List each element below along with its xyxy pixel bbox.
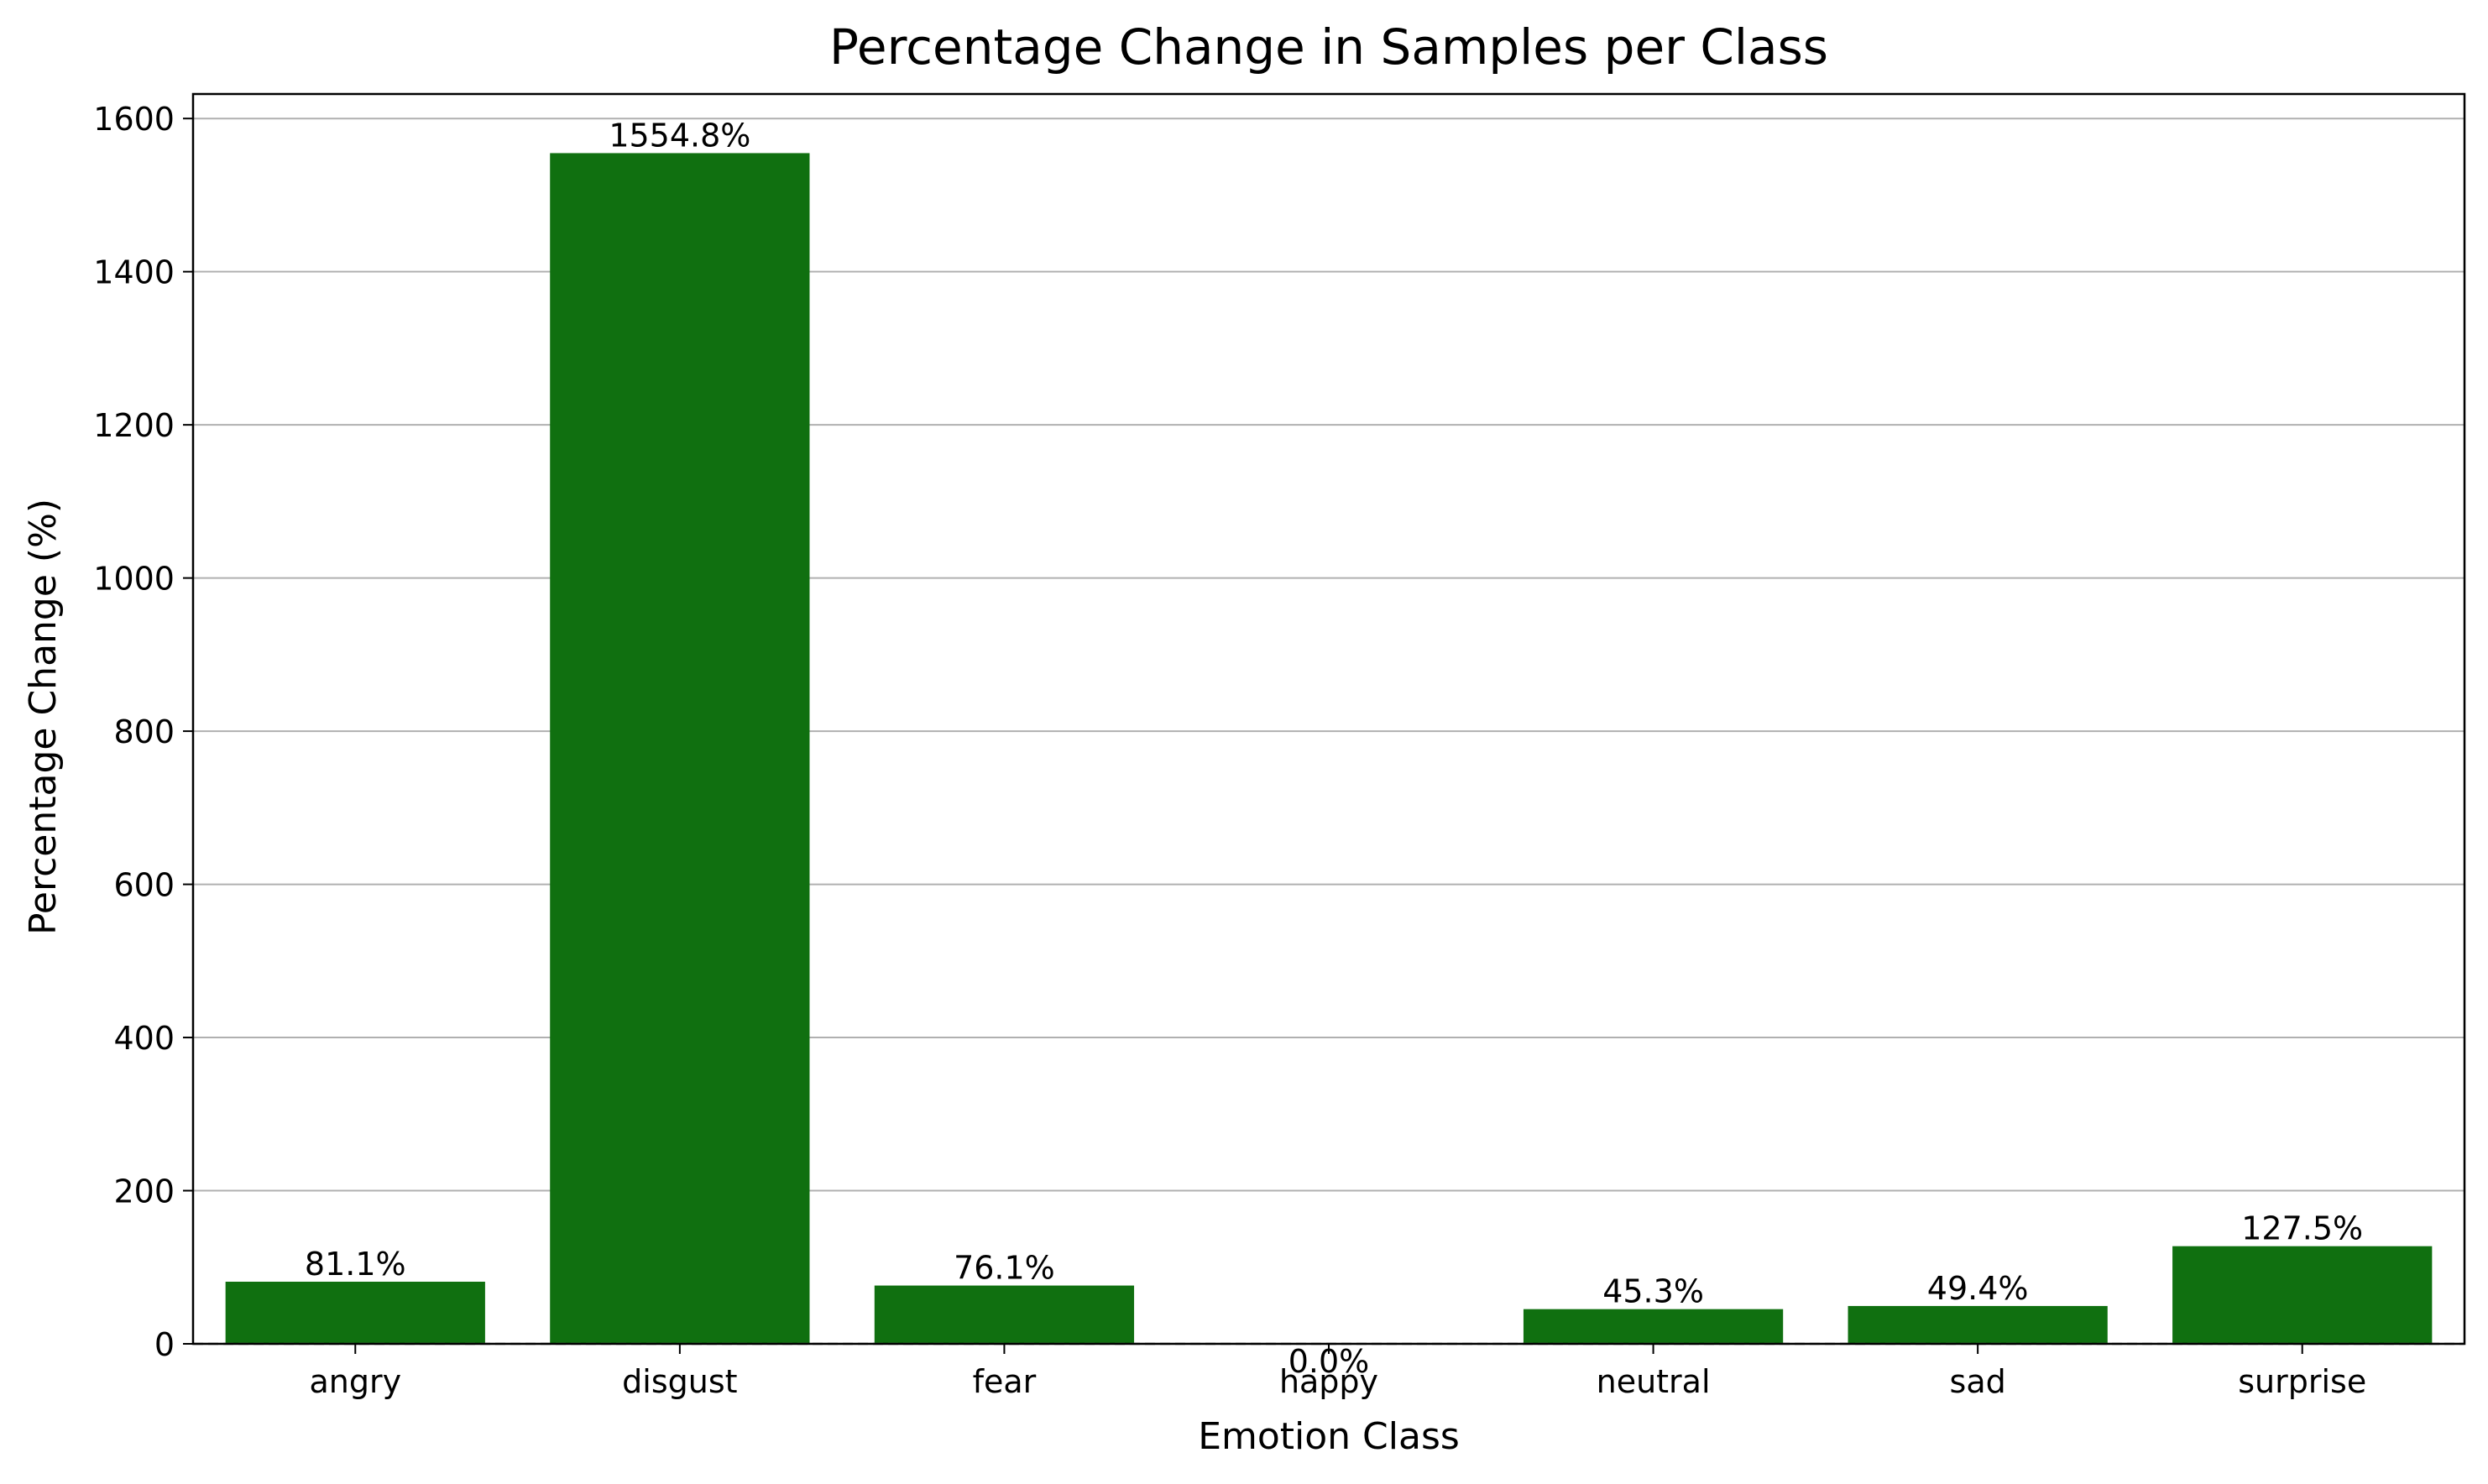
y-tick-label: 400 (113, 1020, 175, 1057)
x-axis-ticks: angry disgust fear happy neutral sad surprise (309, 1344, 2366, 1400)
grid-lines (193, 118, 2464, 1345)
plot-border (191, 92, 2466, 1346)
x-tick-label: angry (309, 1363, 401, 1400)
x-axis-label: Emotion Class (1198, 1415, 1460, 1458)
y-tick-label: 200 (113, 1173, 175, 1210)
y-tick-label: 800 (113, 713, 175, 750)
x-tick-label: disgust (622, 1363, 737, 1400)
bar-angry (225, 1282, 485, 1344)
y-tick-label: 0 (154, 1326, 175, 1363)
bar-surprise (2172, 1246, 2433, 1344)
x-tick-label: surprise (2238, 1363, 2366, 1400)
y-tick-label: 1200 (93, 407, 175, 444)
data-labels: 81.1%1554.8%76.1%0.0%45.3% 49.4%127.5% (305, 117, 2363, 1380)
bar-fear (874, 1285, 1135, 1344)
y-axis-label: Percentage Change (%) (22, 499, 65, 935)
data-label: 81.1% (305, 1246, 406, 1283)
x-tick-label: fear (973, 1363, 1037, 1400)
data-label: 127.5% (2241, 1210, 2363, 1247)
y-tick-label: 1000 (93, 561, 175, 598)
data-label: 49.4% (1927, 1270, 2029, 1307)
data-label: 45.3% (1602, 1273, 1704, 1310)
x-tick-label: neutral (1597, 1363, 1711, 1400)
plot-frame (191, 92, 2466, 1346)
bar-sad (1848, 1305, 2108, 1344)
data-label: 76.1% (954, 1250, 1055, 1287)
y-tick-label: 1400 (93, 254, 175, 291)
bar-disgust (550, 153, 810, 1344)
x-tick-label: happy (1279, 1363, 1378, 1400)
x-tick-label: sad (1950, 1363, 2006, 1400)
y-axis-ticks: 0 200 400 600 800 1000 1200 1400 1600 (93, 101, 193, 1363)
bars (225, 153, 2433, 1344)
chart-title: Percentage Change in Samples per Class (829, 18, 1828, 76)
data-label: 1554.8% (609, 117, 750, 154)
bar-neutral (1523, 1309, 1784, 1344)
y-tick-label: 600 (113, 867, 175, 904)
y-tick-label: 1600 (93, 101, 175, 138)
